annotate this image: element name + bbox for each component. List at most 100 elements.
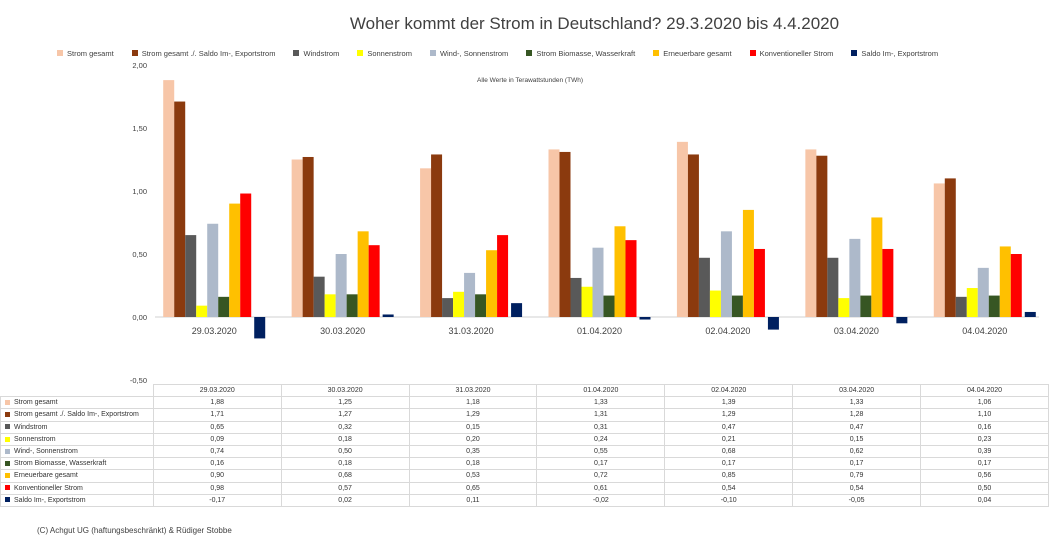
bar: [475, 294, 487, 317]
table-cell: 0,20: [408, 432, 538, 446]
bar: [753, 248, 765, 317]
table-cell: 0,17: [664, 457, 794, 471]
table-cell: 0,72: [536, 469, 666, 483]
y-tick-label: 0,00: [132, 313, 147, 322]
bar: [464, 272, 476, 317]
table-cell: 0,47: [664, 420, 794, 434]
bar: [838, 298, 850, 317]
table-column-header: 04.04.2020: [920, 383, 1049, 398]
bar: [592, 247, 604, 317]
legend-label: Strom Biomasse, Wasserkraft: [536, 48, 636, 58]
table-legend-swatch: [5, 448, 10, 454]
table-column-header: 29.03.2020: [152, 383, 282, 398]
legend-swatch: [429, 50, 436, 56]
table-cell: 0,53: [408, 469, 538, 483]
table-cell: 0,74: [152, 444, 282, 459]
table-series-name: Konventioneller Strom: [14, 484, 83, 492]
bar: [882, 248, 894, 317]
table-cell: 0,15: [792, 432, 922, 446]
legend-item: Erneuerbare gesamt: [653, 46, 732, 60]
legend-item: Konventioneller Strom: [749, 46, 834, 60]
x-tick-label: 29.03.2020: [192, 326, 237, 336]
table-cell: 0,54: [792, 481, 922, 495]
bar: [453, 291, 465, 317]
table-series-name: Strom Biomasse, Wasserkraft: [14, 460, 107, 468]
bar: [497, 235, 509, 317]
table-cell: -0,02: [536, 493, 666, 507]
bar: [346, 294, 358, 317]
bar: [709, 290, 721, 317]
legend-swatch: [293, 50, 300, 56]
table-series-name: Strom gesamt ./. Saldo Im-, Exportstrom: [14, 411, 139, 419]
table-cell: 0,02: [280, 493, 410, 507]
table-cell: 0,23: [920, 432, 1049, 446]
table-cell: 0,09: [152, 432, 282, 446]
table-cell: 0,18: [280, 432, 410, 446]
table-row-label: Strom gesamt ./. Saldo Im-, Exportstrom: [0, 408, 154, 422]
bar: [639, 317, 651, 320]
table-column-header: 01.04.2020: [536, 383, 666, 398]
table-cell: 0,62: [792, 444, 922, 459]
bar: [335, 254, 347, 317]
table-series-name: Erneuerbare gesamt: [14, 472, 78, 480]
bar: [420, 168, 432, 317]
legend-label: Strom gesamt ./. Saldo Im-, Exportstrom: [141, 48, 276, 58]
table-cell: 0,16: [152, 457, 282, 471]
x-tick-label: 02.04.2020: [705, 326, 750, 336]
bar: [871, 217, 883, 317]
table-cell: 1,28: [792, 408, 922, 422]
table-cell: 0,11: [408, 493, 538, 507]
table-cell: 0,65: [152, 420, 282, 434]
bar: [302, 156, 314, 317]
table-legend-swatch: [5, 485, 10, 491]
table-row: Sonnenstrom 0,09 0,18 0,20 0,24 0,21 0,15 0,23: [0, 432, 1049, 446]
table-cell: 0,18: [280, 457, 410, 471]
y-tick-label: 0,50: [132, 250, 147, 259]
bar: [486, 250, 498, 317]
legend-label: Erneuerbare gesamt: [663, 48, 732, 58]
table-row-label: Strom Biomasse, Wasserkraft: [0, 457, 154, 471]
bar: [805, 149, 817, 317]
bar: [827, 257, 839, 317]
bar: [687, 154, 699, 317]
x-tick-label: 31.03.2020: [449, 326, 494, 336]
legend-swatch: [131, 50, 138, 56]
table-row-label: Saldo Im-, Exportstrom: [0, 493, 154, 507]
table-cell: 0,98: [152, 481, 282, 495]
table-cell: 0,16: [920, 420, 1049, 434]
bar-chart: 2,00 1,50 1,00 0,50 0,00 -0,50 29.03.2020 30.03…: [130, 61, 1039, 384]
bar: [185, 235, 197, 317]
table-cell: 1,25: [280, 396, 410, 410]
table-cell: 1,10: [920, 408, 1049, 422]
table-row: Windstrom 0,65 0,32 0,15 0,31 0,47 0,47 0,16: [0, 420, 1049, 434]
copyright-footer: (C) Achgut UG (haftungsbeschränkt) & Rüd…: [37, 526, 232, 535]
legend-label: Konventioneller Strom: [759, 48, 834, 58]
bar: [955, 296, 967, 317]
table-cell: 0,50: [920, 481, 1049, 495]
table-legend-swatch: [5, 399, 10, 405]
legend-label: Windstrom: [303, 48, 340, 58]
table-cell: 0,18: [408, 457, 538, 471]
bar: [603, 295, 615, 317]
legend: Strom gesamt Strom gesamt ./. Saldo Im-, …: [57, 46, 1037, 60]
bar: [742, 209, 754, 317]
table-cell: 0,15: [408, 420, 538, 434]
table-cell: 0,61: [536, 481, 666, 495]
bar: [431, 154, 443, 317]
table-row: Strom gesamt 1,88 1,25 1,18 1,33 1,39 1,33 1,06: [0, 396, 1049, 410]
data-table: 29.03.2020 30.03.2020 31.03.2020 01.04.2020…: [0, 383, 1049, 507]
table-cell: 0,47: [792, 420, 922, 434]
bar: [896, 317, 908, 324]
table-cell: 1,29: [664, 408, 794, 422]
table-cell: 0,17: [920, 457, 1049, 471]
bar: [559, 151, 571, 317]
table-cell: -0,17: [152, 493, 282, 507]
bar: [988, 295, 1000, 317]
table-row: Saldo Im-, Exportstrom -0,17 0,02 0,11 -0,02…: [0, 493, 1049, 507]
table-row-label: Strom gesamt: [0, 396, 154, 410]
legend-label: Sonnenstrom: [367, 48, 412, 58]
bar: [218, 296, 230, 317]
table-row: Erneuerbare gesamt 0,90 0,68 0,53 0,72 0,85 0,…: [0, 469, 1049, 483]
table-cell: 0,32: [280, 420, 410, 434]
bar: [324, 294, 336, 317]
